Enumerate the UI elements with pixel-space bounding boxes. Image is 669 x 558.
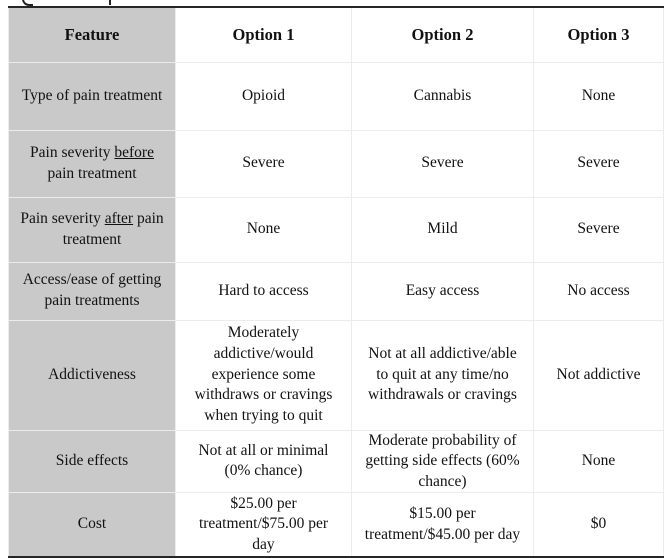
option-1-cell: Moderately addictive/would experience so… <box>175 319 352 431</box>
feature-text: pain treatment <box>62 209 164 248</box>
option-3-cell: Severe <box>533 196 664 263</box>
table-row-severity-before: Pain severity before pain treatment Seve… <box>8 129 664 198</box>
feature-text: Cost <box>77 515 107 533</box>
feature-underlined-text: before <box>114 143 154 161</box>
feature-text: Side effects <box>55 452 129 470</box>
option-2-cell: Cannabis <box>351 61 534 131</box>
feature-cell: Pain severity before pain treatment <box>8 129 176 198</box>
feature-underlined-text: after <box>104 209 134 227</box>
option-2-cell: Not at all addictive/able to quit at any… <box>351 319 534 431</box>
option-2-cell: Moderate probability of getting side eff… <box>351 429 534 494</box>
feature-cell: Cost <box>8 492 176 558</box>
column-header-option-2: Option 2 <box>351 6 534 63</box>
option-3-cell: None <box>533 429 664 494</box>
feature-cell: Addictiveness <box>8 319 176 431</box>
option-3-cell: None <box>533 61 664 131</box>
column-header-option-1: Option 1 <box>175 6 352 63</box>
option-3-cell: Not addictive <box>533 319 664 431</box>
feature-cell: Access/ease of getting pain treatments <box>8 261 176 321</box>
feature-text: Addictiveness <box>48 365 136 383</box>
header-row: Feature Option 1 Option 2 Option 3 <box>8 6 664 63</box>
feature-cell: Type of pain treatment <box>8 61 176 131</box>
table-row-severity-after: Pain severity after pain treatment None … <box>8 196 664 263</box>
column-header-option-3: Option 3 <box>533 6 664 63</box>
option-3-cell: Severe <box>533 129 664 198</box>
table-row-cost: Cost $25.00 per treatment/$75.00 per day… <box>8 492 664 558</box>
option-1-cell: None <box>175 196 352 263</box>
option-1-cell: Severe <box>175 129 352 198</box>
option-1-cell: Not at all or minimal (0% chance) <box>175 429 352 494</box>
option-2-cell: Severe <box>351 129 534 198</box>
option-3-cell: $0 <box>533 492 664 558</box>
cropped-caption-line <box>0 0 669 6</box>
caption-descender-fragment <box>22 0 33 6</box>
pain-treatment-comparison-table: Feature Option 1 Option 2 Option 3 Type … <box>8 6 664 558</box>
table-row-type-of-treatment: Type of pain treatment Opioid Cannabis N… <box>8 61 664 131</box>
caption-descender-fragment <box>109 0 111 5</box>
feature-cell: Side effects <box>8 429 176 494</box>
feature-text: Pain severity <box>30 143 115 161</box>
feature-cell: Pain severity after pain treatment <box>8 196 176 263</box>
feature-text: Access/ease of getting pain treatments <box>22 271 162 309</box>
table-row-access: Access/ease of getting pain treatments H… <box>8 261 664 321</box>
feature-text: Type of pain treatment <box>21 86 163 104</box>
option-3-cell: No access <box>533 261 664 321</box>
option-2-cell: $15.00 per treatment/$45.00 per day <box>351 492 534 558</box>
table-row-side-effects: Side effects Not at all or minimal (0% c… <box>8 429 664 494</box>
option-1-cell: $25.00 per treatment/$75.00 per day <box>175 492 352 558</box>
option-1-cell: Opioid <box>175 61 352 131</box>
feature-text: pain treatment <box>47 164 137 182</box>
feature-text: Pain severity <box>20 209 105 227</box>
table-row-addictiveness: Addictiveness Moderately addictive/would… <box>8 319 664 431</box>
column-header-feature: Feature <box>8 6 176 63</box>
option-2-cell: Mild <box>351 196 534 263</box>
option-1-cell: Hard to access <box>175 261 352 321</box>
option-2-cell: Easy access <box>351 261 534 321</box>
